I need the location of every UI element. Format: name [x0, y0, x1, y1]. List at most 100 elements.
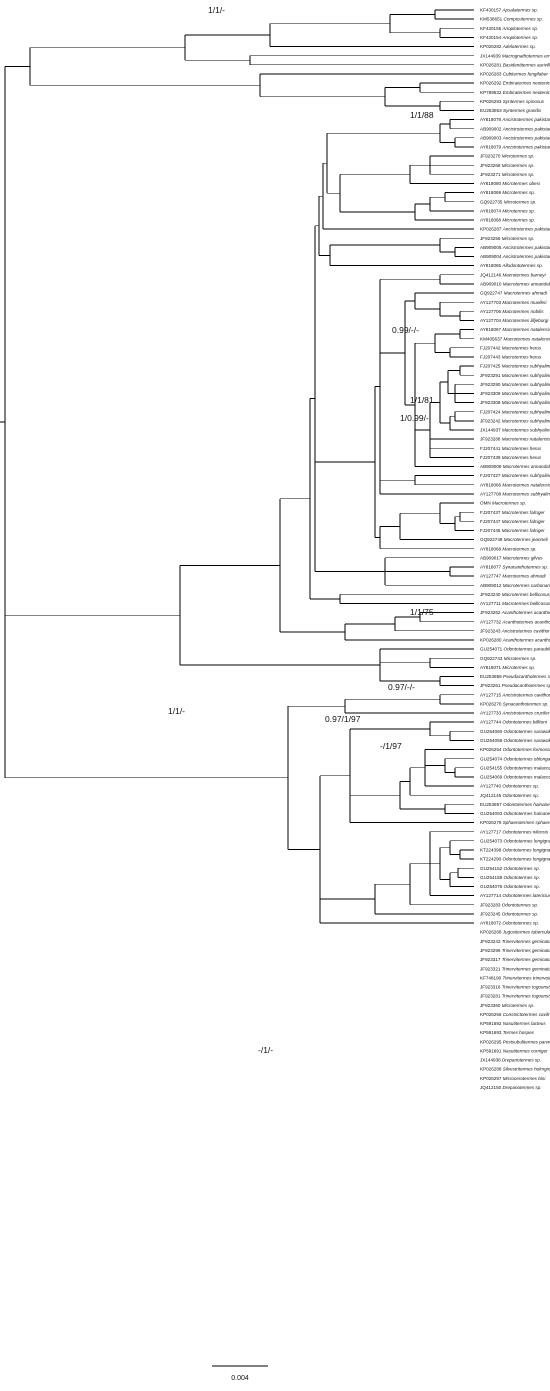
tip-species: Odontotermes billitoni	[502, 720, 547, 725]
tip-label: GU254058 Odontotermes sarawakensis	[480, 738, 550, 743]
tip-species: Odontotermes malaccensis	[504, 765, 550, 770]
tip-species: Sphaerotermes sphaerothorax	[503, 820, 550, 825]
tip-accession: KP026279	[480, 820, 503, 825]
tip-species: Macrotermes natalensis	[502, 482, 550, 487]
tip-accession: GU254093	[480, 811, 504, 816]
tip-label: GU254060 Odontotermes sarawakensis	[480, 729, 550, 734]
tip-label: KP026288 Silvestritermes holmgreni	[480, 1067, 550, 1072]
tip-species: Macrotermes subhyalinus	[502, 428, 550, 433]
tip-label: JQ412145 Odontotermes sp.	[480, 793, 539, 798]
tip-accession: JF923243	[480, 628, 502, 633]
tip-label: JF923360 Microtermes sp.	[480, 1003, 534, 1008]
tip-species: Macrotermes gilvus	[503, 555, 544, 560]
tip-accession: GQ922735	[480, 199, 504, 204]
tip-label: JF923243 Trinervitermes geminatus	[480, 939, 550, 944]
tip-label: JF923317 Trinervitermes geminatus	[480, 957, 550, 962]
tip-label: KP026280 Acanthotermes acanthothorax	[480, 638, 550, 643]
tip-species: Macrotermes natalensis	[504, 336, 550, 341]
tip-species: Ancistrotermes pakistanicus	[502, 135, 550, 140]
tip-accession: JF923308	[480, 400, 502, 405]
tip-accession: JF923271	[480, 172, 502, 177]
tip-accession: AB909005	[480, 245, 503, 250]
tip-species: Ancistrotermes pakistanicus	[502, 254, 550, 259]
tip-species: Odontotermes longignathus	[502, 848, 550, 853]
tip-species: Macrotermes lilljeborgi	[502, 318, 549, 323]
tip-species: Odontotermes sp.	[502, 921, 539, 926]
tip-accession: AY818067	[480, 327, 502, 332]
tip-accession: AY818074	[480, 208, 502, 213]
tip-label: KP026293 Syntermes spinosus	[480, 99, 545, 104]
tip-accession: JF923283	[480, 902, 502, 907]
tip-accession: JF923268	[480, 163, 502, 168]
tip-species: Macrotermes subhyalinus	[502, 373, 550, 378]
tip-label: JF923243 Ancistrotermes cavithorax	[480, 628, 550, 633]
tip-species: Macrotermes jeanneli	[504, 537, 549, 542]
tip-accession: AY127717	[480, 829, 502, 834]
support-value: -/1/-	[258, 1045, 273, 1055]
tip-accession: FJ207445	[480, 528, 502, 533]
tip-species: Syntermes grandis	[503, 108, 542, 113]
tip-accession: AY818077	[480, 565, 502, 570]
tip-species: Macrotermes annandalei	[503, 282, 550, 287]
tip-species: Macrotermes ahmadi	[502, 574, 546, 579]
tip-species: Macrotermes falciger	[502, 528, 545, 533]
tip-species: Odontotermes paraoblongatus	[504, 647, 550, 652]
tip-species: Constrictotermes cavifrons	[503, 1012, 550, 1017]
tip-label: AB909009 Macrotermes annandalei	[480, 464, 550, 469]
tip-accession: KP026256	[480, 1012, 503, 1017]
tip-species: Ancistrotermes pakistanicus	[501, 145, 550, 150]
tip-accession: AB909017	[480, 555, 503, 560]
tip-accession: KF430157	[480, 8, 502, 13]
tip-label: JF923296 Trinervitermes geminatus	[480, 948, 550, 953]
tip-species: Macrotermes herus	[502, 455, 542, 460]
tip-species: Allodontotermes sp.	[501, 263, 543, 268]
tip-species: Macrotermes falciger	[502, 519, 545, 524]
tip-label: EU253857 Odontotermes hainanensis	[480, 802, 550, 807]
tip-accession: KP026288	[480, 1067, 503, 1072]
tip-accession: AB909003	[480, 135, 503, 140]
tip-species: Macrotermes herus	[502, 355, 542, 360]
tip-species: Drepanotermes sp.	[502, 1085, 541, 1090]
tip-accession: GU254073	[480, 838, 504, 843]
tip-species: Microtermes sp.	[502, 172, 535, 177]
tip-accession: GQ922748	[480, 537, 504, 542]
tip-label: AY818079 Ancistrotermes pakistanicus	[480, 145, 550, 150]
tip-accession: FJ207439	[480, 455, 502, 460]
tip-accession: KP026270	[480, 701, 503, 706]
tip-species: Odontotermes latericius	[502, 893, 550, 898]
tip-label: AY127706 Macrotermes nobilis	[480, 309, 544, 314]
tip-label: KM538651 Compositermes sp.	[480, 17, 543, 22]
tip-label: JX144939 Macrognathotermes errator	[480, 53, 550, 58]
tip-label: FJ207443 Macrotermes herus	[480, 355, 542, 360]
tip-label: KM405637 Macrotermes natalensis	[480, 336, 550, 341]
support-value: 1/1/-	[168, 706, 185, 716]
tip-species: Odontotermes sp.	[502, 793, 539, 798]
tip-accession: JF923243	[480, 939, 502, 944]
tip-species: Trinervitermes geminatus	[502, 957, 550, 962]
tip-label: KP026292 Embiratermes neotenicus	[480, 81, 550, 86]
tip-species: Macrotermes nobilis	[502, 309, 544, 314]
support-value: 0.97/1/97	[325, 714, 361, 724]
tip-accession: AY818068	[480, 546, 502, 551]
tip-label: KP026297 Microcerotermes bini	[480, 1076, 546, 1081]
tip-accession: FJ207443	[480, 355, 502, 360]
tip-label: AB909012 Macrotermes carbonarius	[480, 583, 550, 588]
support-value: -/1/97	[380, 741, 402, 751]
tip-species: Microtermes sp.	[502, 665, 535, 670]
tip-species: Microtermes sp.	[502, 1003, 535, 1008]
tip-accession: JF923256	[480, 236, 502, 241]
tip-species: Acanthotermes acanthothorax	[502, 638, 550, 643]
support-value: 1/0.99/-	[400, 413, 429, 423]
tip-label: JX144937 Macrotermes subhyalinus	[480, 428, 550, 433]
tip-label: JF923288 Macrotermes natalensis	[480, 437, 550, 442]
tip-species: Odontotermes sp.	[504, 884, 541, 889]
tip-accession: GU254074	[480, 756, 504, 761]
tip-label: AB909005 Ancistrotermes pakistanicus	[480, 245, 550, 250]
tip-species: Ancistrotermes crucifer	[501, 711, 549, 716]
support-value: 1/1/-	[208, 5, 225, 15]
tip-accession: FJ207425	[480, 364, 502, 369]
tip-label: KP026279 Sphaerotermes sphaerothorax	[480, 820, 550, 825]
tip-species: Odontotermes sarawakensis	[504, 729, 550, 734]
tip-accession: AY818069	[480, 190, 502, 195]
